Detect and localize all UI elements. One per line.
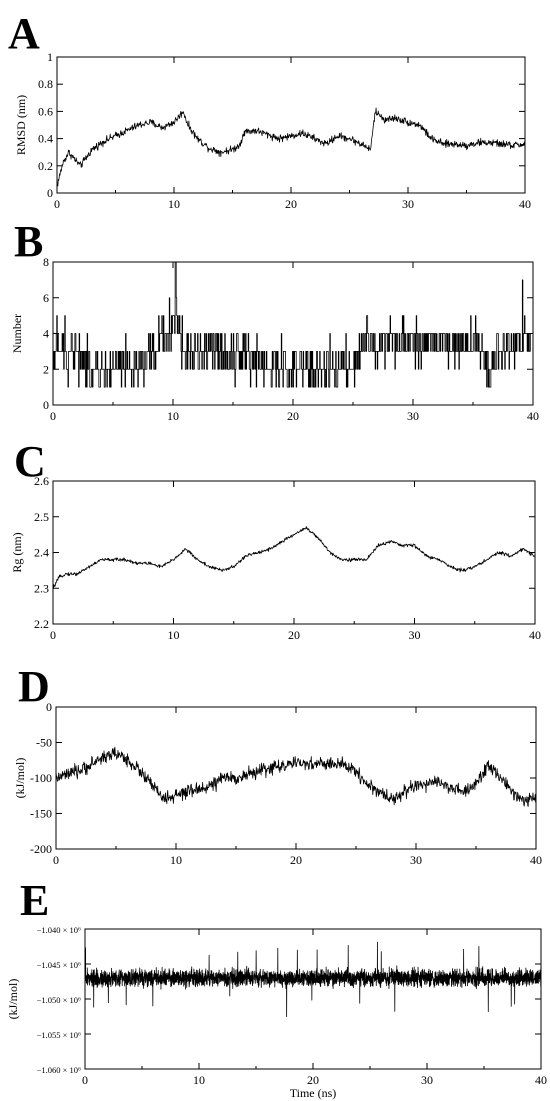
plot-frame-e [84, 928, 542, 1070]
series-line-d [55, 746, 537, 807]
series-line-a [56, 107, 526, 187]
series-line-e [84, 941, 542, 1018]
x-tick-label: 40 [535, 1073, 547, 1087]
x-tick-label: 10 [170, 853, 182, 867]
y-tick-label: −1.060 × 10⁶ [37, 1065, 81, 1075]
y-tick-label: -150 [30, 807, 52, 821]
x-tick-label: 30 [407, 409, 419, 423]
x-tick-label: 10 [168, 628, 180, 642]
plot-frame-a [56, 56, 526, 194]
panel-c: C 0 10 20 30 40 2.2 2.3 2.4 2.5 2.6 Rg (nm) [10, 437, 541, 642]
x-tick-label: 30 [402, 197, 414, 211]
x-tick-label: 40 [527, 409, 539, 423]
x-tick-label: 10 [193, 1073, 205, 1087]
y-tick-label: 0.4 [38, 132, 53, 146]
x-tick-label: 30 [410, 853, 422, 867]
x-axis-label-e: Time (ns) [290, 1086, 337, 1100]
y-tick-label: 2.5 [34, 510, 49, 524]
plot-frame-c [52, 480, 536, 625]
x-tick-label: 30 [409, 628, 421, 642]
y-tick-label: 1 [47, 50, 53, 64]
y-tick-label: -100 [30, 771, 52, 785]
panel-b: B 0 10 20 30 40 0 2 4 6 8 Number [10, 217, 539, 423]
y-tick-label: 6 [43, 291, 49, 305]
x-tick-label: 0 [82, 1073, 88, 1087]
y-tick-label: 2 [43, 362, 49, 376]
y-tick-label: 2.3 [34, 581, 49, 595]
y-tick-label: 0.2 [38, 159, 53, 173]
x-tick-label: 20 [285, 197, 297, 211]
x-tick-label: 10 [167, 409, 179, 423]
x-tick-label: 20 [287, 409, 299, 423]
x-tick-label: 40 [530, 853, 542, 867]
y-tick-label: 4 [43, 327, 49, 341]
y-axis-label-d: (kJ/mol) [13, 758, 27, 799]
y-axis-label-c: Rg (nm) [10, 532, 24, 572]
y-tick-label: -50 [36, 736, 52, 750]
series-line-b [53, 261, 534, 388]
y-tick-label: −1.055 × 10⁶ [37, 1030, 81, 1040]
y-tick-label: 2.6 [34, 474, 49, 488]
y-tick-label: 2.4 [34, 546, 49, 560]
y-tick-label: 0 [46, 700, 52, 714]
y-axis-label-b: Number [10, 314, 24, 353]
panel-d: D0 10 20 30 400-50-100-150-200(kJ/mol) [13, 662, 542, 867]
y-tick-label: 0.6 [38, 104, 53, 118]
x-tick-label: 40 [529, 628, 541, 642]
y-tick-label: -200 [30, 842, 52, 856]
y-tick-label: 0.8 [38, 77, 53, 91]
panel-letter-b: B [14, 217, 43, 266]
y-tick-label: −1.040 × 10⁶ [37, 925, 81, 935]
panel-e: E 0 10 20 30 40 −1.040 × 10⁶ −1.045 × 10⁶ −1.050… [6, 876, 547, 1100]
x-tick-label: 10 [168, 197, 180, 211]
y-axis-label-e: (kJ/mol) [6, 979, 20, 1020]
x-tick-label: 20 [288, 628, 300, 642]
panel-letter-c: C [14, 437, 46, 486]
panel-letter-e: E [20, 876, 49, 925]
x-tick-label: 0 [50, 628, 56, 642]
x-tick-label: 0 [53, 853, 59, 867]
panel-letter-a: A [8, 9, 40, 58]
y-axis-label-a: RMSD (nm) [14, 95, 28, 155]
panel-letter-d: D [18, 662, 50, 711]
x-tick-label: 20 [290, 853, 302, 867]
series-line-c [52, 526, 536, 589]
x-tick-label: 0 [54, 197, 60, 211]
panel-a: A 0 10 20 30 40 0 0.2 0.4 0.6 0.8 1 RMSD (nm) [8, 9, 531, 211]
plot-frame-d [55, 706, 537, 850]
x-tick-label: 30 [421, 1073, 433, 1087]
y-tick-label: −1.045 × 10⁶ [37, 960, 81, 970]
y-tick-label: 8 [43, 255, 49, 269]
y-tick-label: −1.050 × 10⁶ [37, 995, 81, 1005]
y-tick-label: 2.2 [34, 617, 49, 631]
x-tick-label: 40 [519, 197, 531, 211]
y-tick-label: 0 [43, 398, 49, 412]
y-tick-label: 0 [47, 186, 53, 200]
x-tick-label: 20 [307, 1073, 319, 1087]
x-tick-label: 0 [50, 409, 56, 423]
